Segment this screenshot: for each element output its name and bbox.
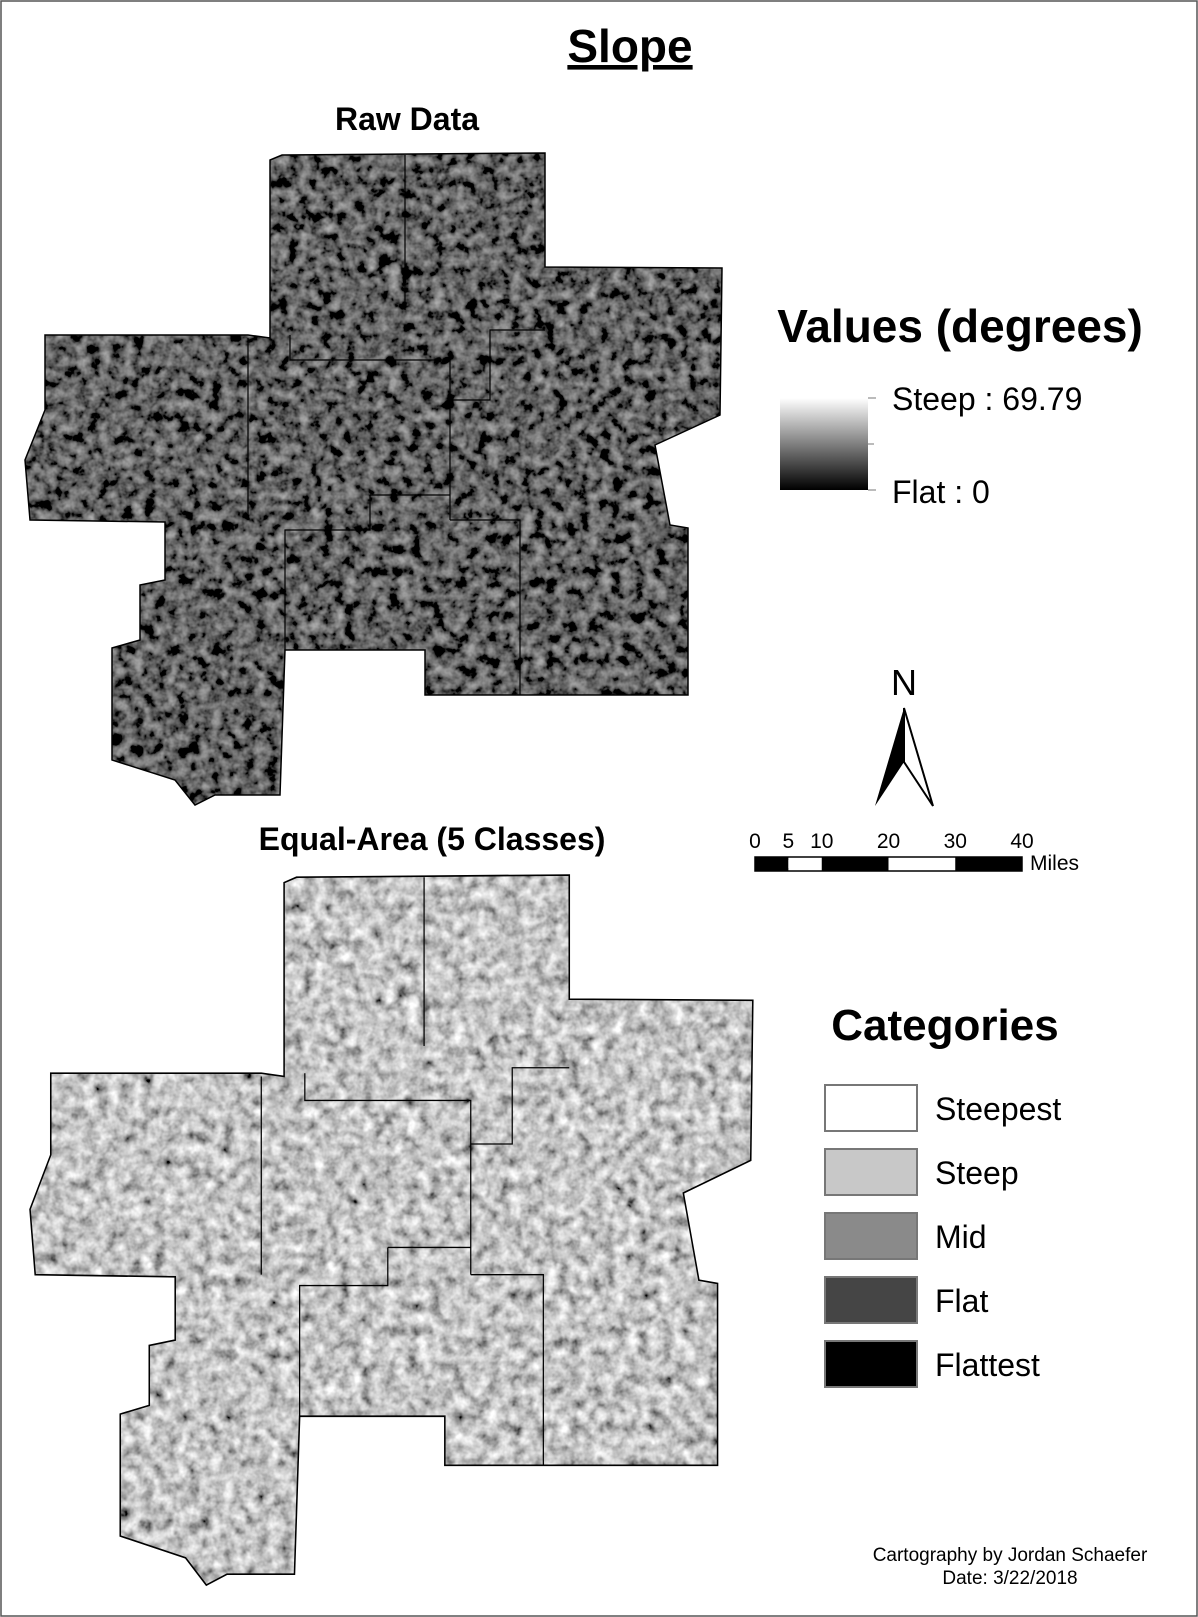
category-swatch xyxy=(825,1085,917,1131)
category-label: Flattest xyxy=(935,1347,1040,1383)
scale-label: 40 xyxy=(1010,830,1033,853)
category-label: Steep xyxy=(935,1155,1019,1191)
map-title: Slope xyxy=(567,20,692,72)
scale-segment xyxy=(822,857,889,871)
legend-title: Categories xyxy=(831,1001,1058,1050)
map-layout: Slope Raw Data Equal-Area (5 Classes) Va… xyxy=(0,0,1198,1617)
scale-unit: Miles xyxy=(1030,852,1079,875)
raw-map xyxy=(0,140,740,820)
map-subtitle: Equal-Area (5 Classes) xyxy=(259,821,606,857)
north-arrow xyxy=(875,708,933,806)
scale-segment xyxy=(955,857,1022,871)
scale-label: 30 xyxy=(944,830,967,853)
scale-label: 10 xyxy=(810,830,833,853)
scale-label: 0 xyxy=(749,830,761,853)
category-swatch xyxy=(825,1341,917,1387)
legend-high: Steep : 69.79 xyxy=(892,381,1082,417)
map-subtitle: Raw Data xyxy=(335,101,479,137)
scale-label: 20 xyxy=(877,830,900,853)
scale-segment xyxy=(889,860,956,868)
category-legend: Steepest Steep Mid Flat Flattest xyxy=(825,1085,1061,1387)
credit-date: Date: 3/22/2018 xyxy=(942,1568,1077,1589)
page: Slope Raw Data Equal-Area (5 Classes) Va… xyxy=(0,0,1198,1617)
scale-segment xyxy=(755,857,788,871)
category-label: Flat xyxy=(935,1283,988,1319)
category-swatch xyxy=(825,1213,917,1259)
legend-low: Flat : 0 xyxy=(892,474,990,510)
gradient-ramp xyxy=(780,398,868,490)
credit-author: Cartography by Jordan Schaefer xyxy=(873,1545,1148,1566)
category-label: Steepest xyxy=(935,1091,1061,1127)
category-swatch xyxy=(825,1277,917,1323)
category-label: Mid xyxy=(935,1219,987,1255)
ramp-ticks xyxy=(868,398,876,490)
category-swatch xyxy=(825,1149,917,1195)
classified-map xyxy=(4,861,771,1602)
scale-segment xyxy=(788,860,821,868)
legend-title: Values (degrees) xyxy=(777,300,1143,352)
north-label: N xyxy=(891,662,917,703)
scale-label: 5 xyxy=(783,830,795,853)
